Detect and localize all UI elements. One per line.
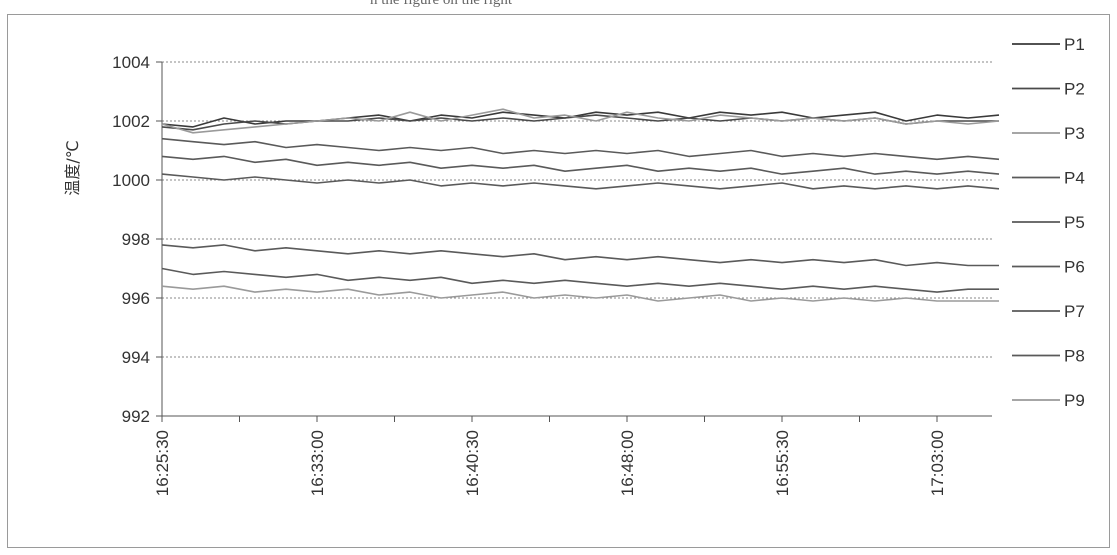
- x-tick-label-3: 16:48:00: [618, 430, 637, 496]
- top-caption-fragment: n the figure on the right: [0, 0, 1117, 12]
- series-line-p6: [161, 173, 1000, 190]
- legend-label-p2: P2: [1064, 80, 1085, 99]
- y-tick-label-996: 996: [122, 289, 150, 308]
- gridlines: [162, 61, 992, 358]
- legend-label-p9: P9: [1064, 391, 1085, 410]
- x-tick-label-1: 16:33:00: [308, 430, 327, 496]
- y-tick-label-992: 992: [122, 407, 150, 426]
- series-line-p5: [161, 155, 1000, 175]
- y-tick-label-1004: 1004: [112, 53, 150, 72]
- series-line-p1: [161, 111, 1000, 128]
- y-tick-label-1002: 1002: [112, 112, 150, 131]
- series-line-p4: [161, 137, 1000, 161]
- y-tick-label-998: 998: [122, 230, 150, 249]
- legend-label-p7: P7: [1064, 302, 1085, 321]
- axes: [156, 61, 992, 422]
- y-tick-label-1000: 1000: [112, 171, 150, 190]
- y-axis-tick-labels: 992 994 996 998 1000 1002 1004: [112, 53, 150, 426]
- series-line-p9: [161, 285, 999, 302]
- legend-label-p8: P8: [1064, 347, 1085, 366]
- series-line-p7: [161, 244, 999, 267]
- legend: P1 P2 P3 P4 P5 P6 P7 P8 P9: [1012, 35, 1085, 410]
- data-series: [161, 108, 1000, 302]
- x-tick-label-2: 16:40:30: [463, 430, 482, 496]
- legend-label-p6: P6: [1064, 258, 1085, 277]
- x-tick-label-5: 17:03:00: [928, 430, 947, 496]
- legend-label-p1: P1: [1064, 35, 1085, 54]
- y-tick-label-994: 994: [122, 348, 150, 367]
- legend-label-p5: P5: [1064, 213, 1085, 232]
- x-tick-label-0: 16:25:30: [153, 430, 172, 496]
- chart-frame: [7, 14, 1110, 548]
- series-line-p8: [161, 267, 999, 293]
- x-tick-label-4: 16:55:30: [773, 430, 792, 496]
- caption-text: n the figure on the right: [370, 0, 513, 8]
- x-axis-tick-labels: 16:25:30 16:33:00 16:40:30 16:48:00 16:55:30…: [153, 430, 947, 496]
- legend-label-p3: P3: [1064, 124, 1085, 143]
- series-line-p3: [161, 108, 1000, 134]
- legend-label-p4: P4: [1064, 169, 1085, 188]
- y-axis-title: 温度/℃: [63, 140, 82, 195]
